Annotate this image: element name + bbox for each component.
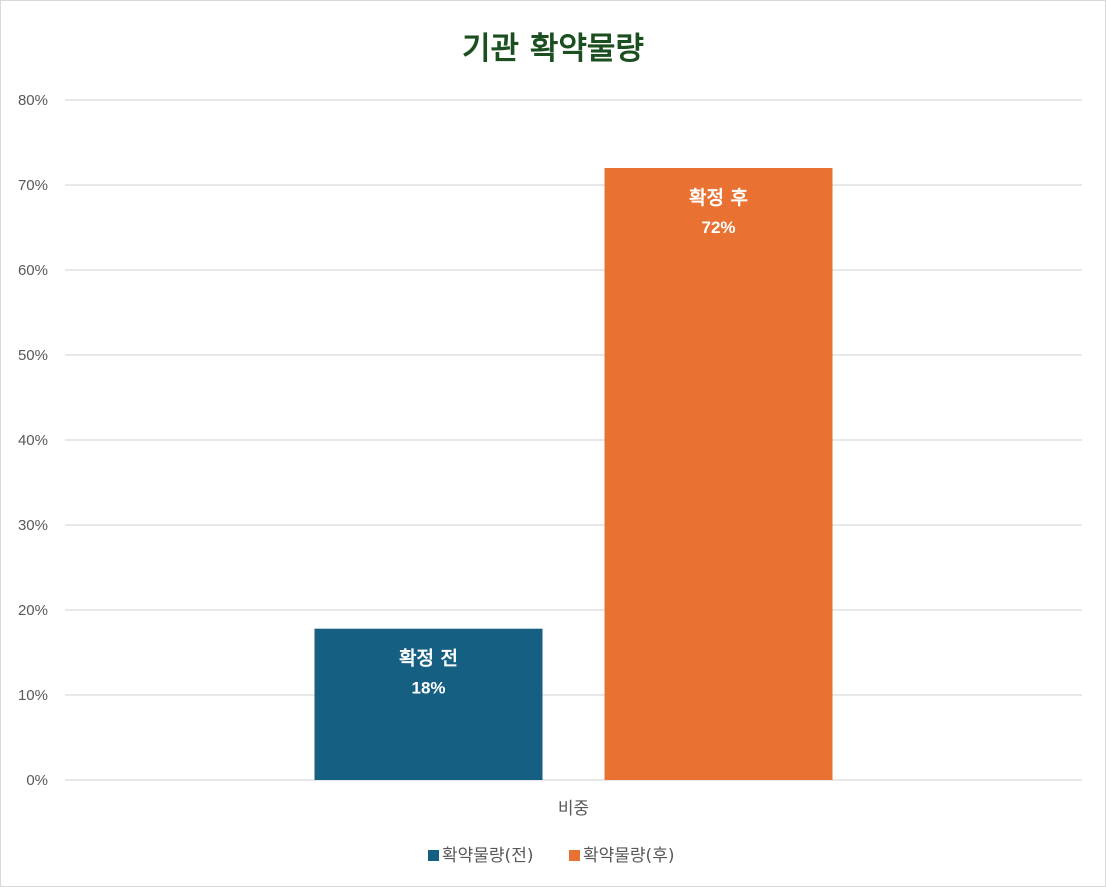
y-tick-label: 40% [18,432,48,449]
bar-label: 확정 전 [399,647,458,670]
data-label: 18% [411,679,445,698]
y-tick-label: 10% [18,687,48,704]
y-axis-ticks: 0% 10% 20% 30% 40% 50% 60% 70% 80% [18,92,48,789]
y-tick-label: 0% [26,772,48,789]
legend-swatch [428,850,439,861]
legend: 확약물량(전) 확약물량(후) [428,846,674,866]
chart-title: 기관 확약물량 [462,31,644,67]
legend-label: 확약물량(전) [442,846,533,866]
bar [314,628,543,780]
x-category-label: 비중 [558,799,589,819]
y-tick-label: 60% [18,262,48,279]
bars: 확정 전 18% 확정 후 72% [314,168,833,780]
y-tick-label: 30% [18,517,48,534]
gridlines [65,99,1082,781]
y-tick-label: 80% [18,92,48,109]
y-tick-label: 20% [18,602,48,619]
legend-label: 확약물량(후) [583,846,674,866]
x-axis-categories: 비중 [558,799,589,819]
bar-label: 확정 후 [689,186,748,209]
legend-swatch [569,850,580,861]
y-tick-label: 50% [18,347,48,364]
y-tick-label: 70% [18,177,48,194]
data-label: 72% [701,218,735,237]
bar [604,168,833,780]
